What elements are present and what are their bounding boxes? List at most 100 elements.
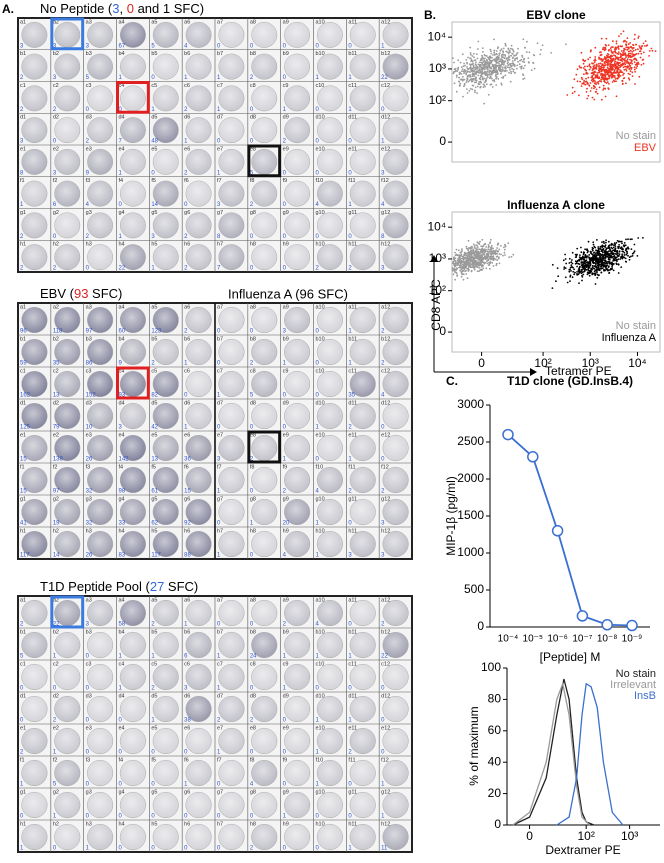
event-dot [601,58,604,61]
event-dot [484,255,486,258]
event-dot [633,250,636,253]
well-label: c6 [184,83,190,89]
event-dot [466,66,468,68]
event-dot [583,262,586,265]
event-dot [582,67,585,69]
event-dot [623,242,626,244]
spot-count: 0 [151,814,155,820]
event-dot [496,53,498,56]
event-dot [619,45,622,48]
event-dot [563,266,566,268]
well-label: d12 [381,115,390,121]
event-dot [487,255,489,258]
event-dot [607,59,610,61]
event-dot [481,77,484,80]
title-part: 93 [74,286,88,301]
well-label: f4 [119,464,124,470]
event-dot [451,267,454,270]
event-dot [585,264,588,266]
event-dot [615,258,618,261]
well-label: e7 [217,146,223,152]
well-label: e6 [184,725,190,731]
spot-count: 79 [53,425,60,431]
spot-count: 1 [348,107,352,113]
well-label: g8 [250,496,256,502]
event-dot [495,262,498,265]
event-dot [588,257,591,260]
event-dot [485,248,487,251]
well-label: e2 [53,146,59,152]
spot-count: 0 [86,750,90,756]
event-dot [473,246,476,249]
well-shine [185,499,212,525]
well-shine [152,664,179,690]
well-shine [21,53,48,80]
spot-count: 3 [381,170,385,176]
event-dot [641,59,644,61]
event-dot [606,63,609,66]
event-dot [471,266,473,269]
event-dot [571,259,573,261]
event-dot [619,247,622,250]
event-dot [604,260,607,263]
well-label: a2 [53,19,59,25]
event-dot [584,268,587,270]
spot-count: 2 [283,622,287,628]
well-label: a7 [217,597,223,603]
well-shine [87,149,113,175]
event-dot [633,58,635,61]
well-shine [87,696,113,722]
well-shine [54,149,80,175]
spot-count: 1 [348,202,352,208]
event-dot [498,248,501,251]
y-axis-label: % of maximum [467,706,481,785]
event-dot [500,83,503,86]
spot-count: 162 [20,393,31,399]
event-dot [596,260,599,263]
event-dot [592,247,594,250]
event-dot [613,244,615,247]
event-dot [466,88,468,90]
spot-count: 1 [53,750,57,756]
event-dot [459,254,462,257]
event-dot [471,255,474,258]
event-dot [483,102,486,105]
well-label: c3 [86,661,92,667]
event-dot [465,245,468,248]
event-dot [617,51,620,54]
spot-count: 0 [316,234,320,240]
event-dot [590,76,593,79]
event-dot [621,242,623,245]
event-dot [592,62,594,65]
well-shine [317,85,343,112]
well-label: c5 [151,661,157,667]
event-dot [492,249,495,252]
well-label: h1 [20,528,26,534]
spot-count: 1 [283,686,287,692]
event-dot [586,251,589,254]
event-dot [603,242,605,245]
well-label: c10 [316,83,325,89]
event-dot [504,254,506,256]
event-dot [489,56,492,59]
event-dot [607,256,610,259]
event-dot [609,250,612,252]
event-dot [593,259,595,262]
event-dot [512,62,515,65]
spot-count: 2 [250,846,254,852]
well-label: f8 [250,757,255,763]
well-shine [284,760,310,786]
well-shine [185,403,212,429]
event-dot [584,68,586,71]
well-shine [317,467,343,493]
y-tick-label: 20 [488,786,502,800]
event-dot [601,98,603,101]
event-dot [624,63,627,66]
well-label: e4 [119,725,125,731]
well-label: g12 [381,496,390,502]
spot-count: 82 [151,393,158,399]
event-dot [611,250,614,252]
event-dot [625,249,628,251]
well-label: a2 [53,304,59,310]
well-label: e12 [381,432,390,438]
